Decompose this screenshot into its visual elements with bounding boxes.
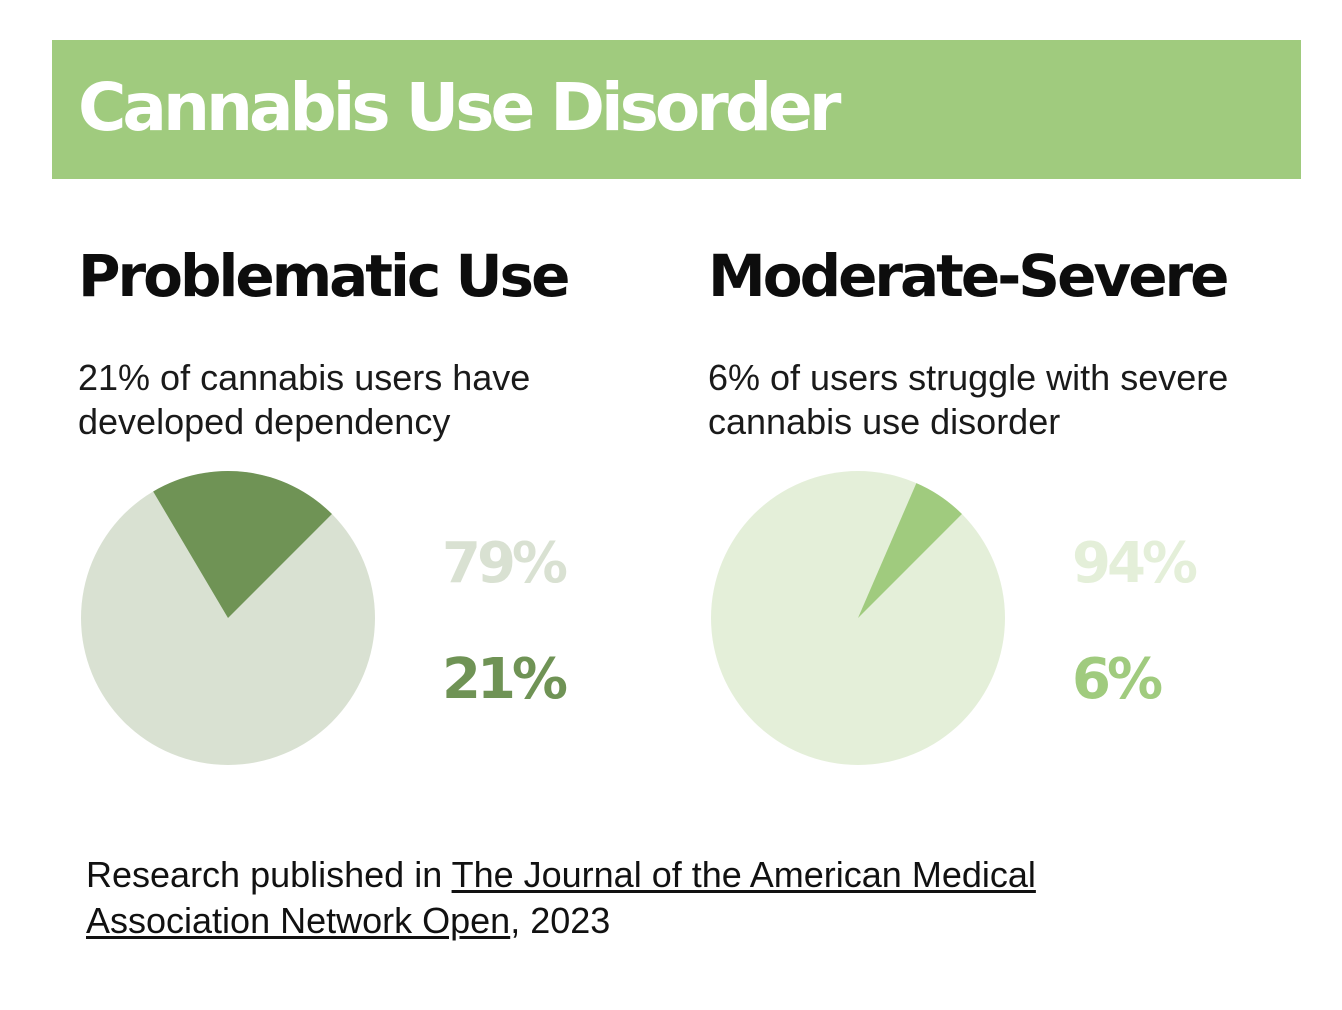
journal-link[interactable]: The Journal of the American Medical Asso…: [86, 854, 1036, 941]
title-banner: Cannabis Use Disorder: [52, 40, 1301, 179]
source-citation: Research published in The Journal of the…: [86, 852, 1206, 944]
moderate-severe-description: 6% of users struggle with severe cannabi…: [708, 357, 1229, 442]
problematic-use-heading: Problematic Use: [78, 242, 570, 310]
moderate-severe-heading: Moderate-Severe: [708, 242, 1229, 310]
moderate-severe-minority-label: 6%: [1072, 647, 1163, 712]
pie-slice-6%: [858, 483, 962, 618]
moderate-severe-pie-chart: [711, 471, 1005, 765]
pie-slice-21%: [153, 471, 332, 618]
problematic-use-pie-chart: [81, 471, 375, 765]
problematic-use-description: 21% of cannabis users have developed dep…: [78, 357, 531, 442]
problematic-use-panel: Problematic Use 21% of cannabis users ha…: [78, 236, 678, 796]
moderate-severe-panel: Moderate-Severe 6% of users struggle wit…: [708, 236, 1308, 796]
problematic-use-minority-label: 21%: [442, 647, 568, 712]
source-suffix: , 2023: [510, 900, 611, 941]
page-title: Cannabis Use Disorder: [78, 69, 841, 146]
moderate-severe-majority-label: 94%: [1072, 531, 1198, 596]
source-prefix: Research published in: [86, 854, 452, 895]
problematic-use-majority-label: 79%: [442, 531, 568, 596]
